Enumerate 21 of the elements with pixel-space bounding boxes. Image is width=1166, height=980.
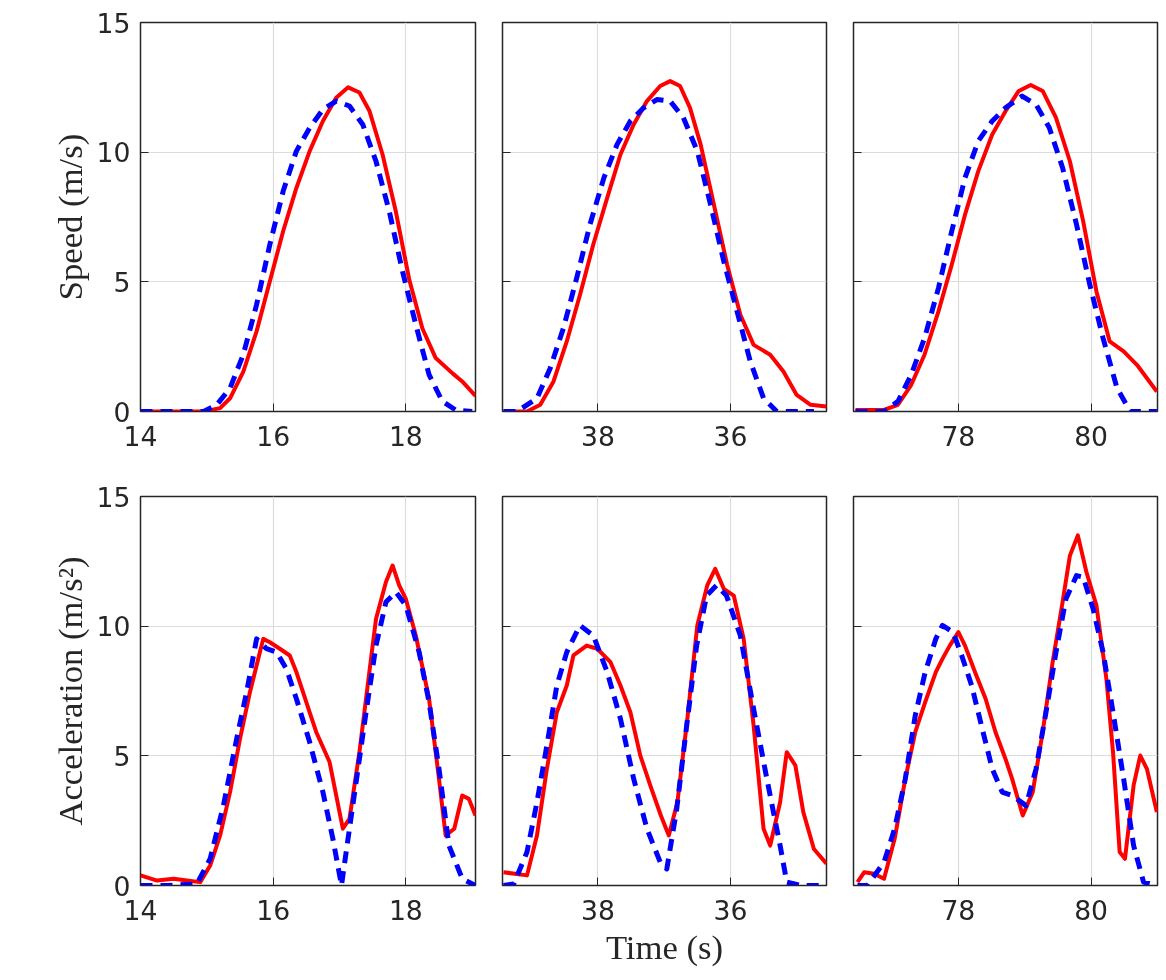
y-tick-label: 5	[113, 740, 131, 772]
x-tick-label: 18	[388, 894, 423, 926]
x-tick-label: 38	[580, 420, 615, 452]
y-axis-title: Acceleration (m/s²)	[50, 556, 90, 826]
x-tick-label: 78	[941, 420, 976, 452]
y-tick-label: 15	[96, 7, 131, 39]
x-axis-title: Time (s)	[605, 927, 724, 967]
y-tick-label: 15	[96, 481, 131, 513]
x-tick-label: 38	[580, 894, 615, 926]
x-tick-label: 16	[256, 894, 291, 926]
x-tick-label: 36	[713, 894, 748, 926]
x-tick-label: 80	[1074, 420, 1109, 452]
y-tick-label: 5	[113, 266, 131, 298]
y-tick-label: 10	[96, 137, 131, 169]
x-tick-label: 16	[256, 420, 291, 452]
x-tick-label: 18	[388, 420, 423, 452]
x-tick-label: 36	[713, 420, 748, 452]
x-tick-label: 80	[1074, 894, 1109, 926]
y-axis-title: Speed (m/s)	[50, 133, 90, 301]
y-tick-label: 10	[96, 611, 131, 643]
x-tick-label: 78	[941, 894, 976, 926]
